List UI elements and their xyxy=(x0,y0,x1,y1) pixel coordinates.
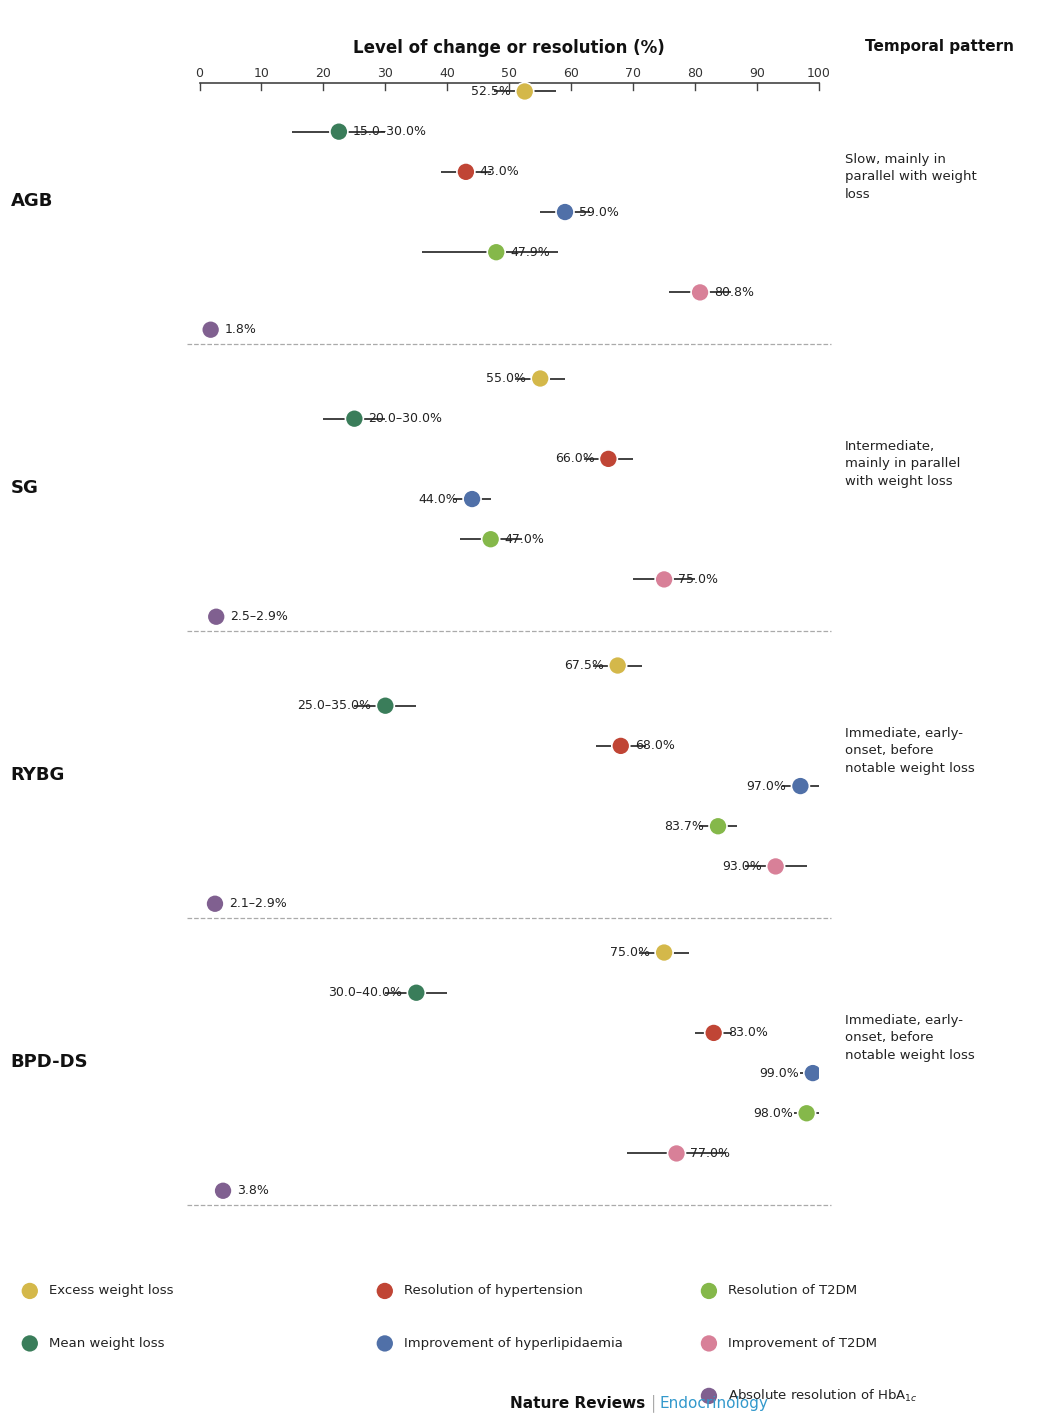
Text: 55.0%: 55.0% xyxy=(486,372,526,385)
Text: 60: 60 xyxy=(563,67,580,80)
Ellipse shape xyxy=(700,1335,718,1352)
Ellipse shape xyxy=(600,449,617,468)
Text: 75.0%: 75.0% xyxy=(678,573,718,586)
Ellipse shape xyxy=(700,1282,718,1301)
Text: 68.0%: 68.0% xyxy=(634,740,674,753)
Text: Immediate, early-
onset, before
notable weight loss: Immediate, early- onset, before notable … xyxy=(845,727,975,774)
Ellipse shape xyxy=(792,777,810,796)
Ellipse shape xyxy=(482,530,500,548)
Text: 40: 40 xyxy=(439,67,456,80)
Text: 2.5–2.9%: 2.5–2.9% xyxy=(230,610,288,623)
Text: 83.7%: 83.7% xyxy=(665,820,705,833)
Text: 20: 20 xyxy=(315,67,332,80)
Text: Resolution of hypertension: Resolution of hypertension xyxy=(404,1285,583,1298)
Ellipse shape xyxy=(798,1104,816,1122)
Text: Improvement of T2DM: Improvement of T2DM xyxy=(729,1338,877,1350)
Text: 30.0–40.0%: 30.0–40.0% xyxy=(329,987,402,1000)
Text: 100: 100 xyxy=(807,67,831,80)
Text: 98.0%: 98.0% xyxy=(753,1107,793,1119)
Text: 47.9%: 47.9% xyxy=(510,245,550,258)
Ellipse shape xyxy=(766,857,784,876)
Ellipse shape xyxy=(345,409,363,428)
Ellipse shape xyxy=(804,1064,822,1082)
Text: 2.1–2.9%: 2.1–2.9% xyxy=(229,897,287,910)
Text: Nature Reviews: Nature Reviews xyxy=(510,1396,646,1410)
Ellipse shape xyxy=(376,1335,394,1352)
Text: Improvement of hyperlipidaemia: Improvement of hyperlipidaemia xyxy=(404,1338,623,1350)
Text: 50: 50 xyxy=(501,67,518,80)
Text: Mean weight loss: Mean weight loss xyxy=(49,1338,165,1350)
Text: 80: 80 xyxy=(687,67,704,80)
Text: 90: 90 xyxy=(749,67,765,80)
Ellipse shape xyxy=(21,1282,39,1301)
Ellipse shape xyxy=(214,1182,232,1199)
Text: Slow, mainly in
parallel with weight
loss: Slow, mainly in parallel with weight los… xyxy=(845,153,976,201)
Text: 52.5%: 52.5% xyxy=(470,86,510,98)
Ellipse shape xyxy=(21,1335,39,1352)
Text: 97.0%: 97.0% xyxy=(747,780,786,793)
Ellipse shape xyxy=(376,697,395,714)
Ellipse shape xyxy=(202,321,219,339)
Ellipse shape xyxy=(655,570,673,589)
Text: Excess weight loss: Excess weight loss xyxy=(49,1285,173,1298)
Ellipse shape xyxy=(487,244,505,261)
Ellipse shape xyxy=(407,984,425,1001)
Text: 10: 10 xyxy=(253,67,270,80)
Text: Intermediate,
mainly in parallel
with weight loss: Intermediate, mainly in parallel with we… xyxy=(845,439,961,488)
Ellipse shape xyxy=(700,1387,718,1405)
Ellipse shape xyxy=(457,163,475,181)
Text: 25.0–35.0%: 25.0–35.0% xyxy=(297,699,372,712)
Ellipse shape xyxy=(655,944,673,961)
Text: 3.8%: 3.8% xyxy=(237,1184,269,1198)
Ellipse shape xyxy=(609,656,627,674)
Text: SG: SG xyxy=(10,479,39,496)
Ellipse shape xyxy=(463,491,481,508)
Ellipse shape xyxy=(556,202,574,221)
Text: 43.0%: 43.0% xyxy=(480,165,520,178)
Ellipse shape xyxy=(691,284,709,301)
Text: 30: 30 xyxy=(377,67,394,80)
Ellipse shape xyxy=(531,369,549,388)
Text: Immediate, early-
onset, before
notable weight loss: Immediate, early- onset, before notable … xyxy=(845,1014,975,1062)
Ellipse shape xyxy=(330,123,348,141)
Text: RYBG: RYBG xyxy=(10,766,65,783)
Text: Endocrinology: Endocrinology xyxy=(659,1396,769,1410)
Text: 70: 70 xyxy=(625,67,642,80)
Text: AGB: AGB xyxy=(10,191,52,210)
Text: 99.0%: 99.0% xyxy=(759,1067,799,1079)
Text: 66.0%: 66.0% xyxy=(554,452,594,465)
Text: 59.0%: 59.0% xyxy=(579,205,618,218)
Ellipse shape xyxy=(206,894,224,913)
Text: 44.0%: 44.0% xyxy=(418,492,458,506)
Text: 67.5%: 67.5% xyxy=(564,659,604,672)
Ellipse shape xyxy=(705,1024,722,1042)
Text: 20.0–30.0%: 20.0–30.0% xyxy=(369,412,442,425)
Ellipse shape xyxy=(612,737,630,754)
Ellipse shape xyxy=(207,607,226,626)
Text: BPD-DS: BPD-DS xyxy=(10,1052,88,1071)
Text: 83.0%: 83.0% xyxy=(728,1027,768,1040)
Text: 47.0%: 47.0% xyxy=(505,533,545,546)
Text: Level of change or resolution (%): Level of change or resolution (%) xyxy=(354,39,665,57)
Text: 15.0–30.0%: 15.0–30.0% xyxy=(353,125,427,138)
Text: 77.0%: 77.0% xyxy=(691,1147,731,1159)
Text: │: │ xyxy=(649,1395,657,1412)
Ellipse shape xyxy=(376,1282,394,1301)
Ellipse shape xyxy=(668,1145,686,1162)
Text: Absolute resolution of HbA$_{1c}$: Absolute resolution of HbA$_{1c}$ xyxy=(729,1387,918,1405)
Ellipse shape xyxy=(516,83,533,100)
Text: Temporal pattern: Temporal pattern xyxy=(865,39,1014,54)
Text: Resolution of T2DM: Resolution of T2DM xyxy=(729,1285,858,1298)
Text: 80.8%: 80.8% xyxy=(714,285,754,299)
Text: 0: 0 xyxy=(195,67,204,80)
Text: 1.8%: 1.8% xyxy=(225,324,256,337)
Ellipse shape xyxy=(709,817,727,836)
Text: 75.0%: 75.0% xyxy=(610,945,650,960)
Text: 93.0%: 93.0% xyxy=(722,860,761,873)
